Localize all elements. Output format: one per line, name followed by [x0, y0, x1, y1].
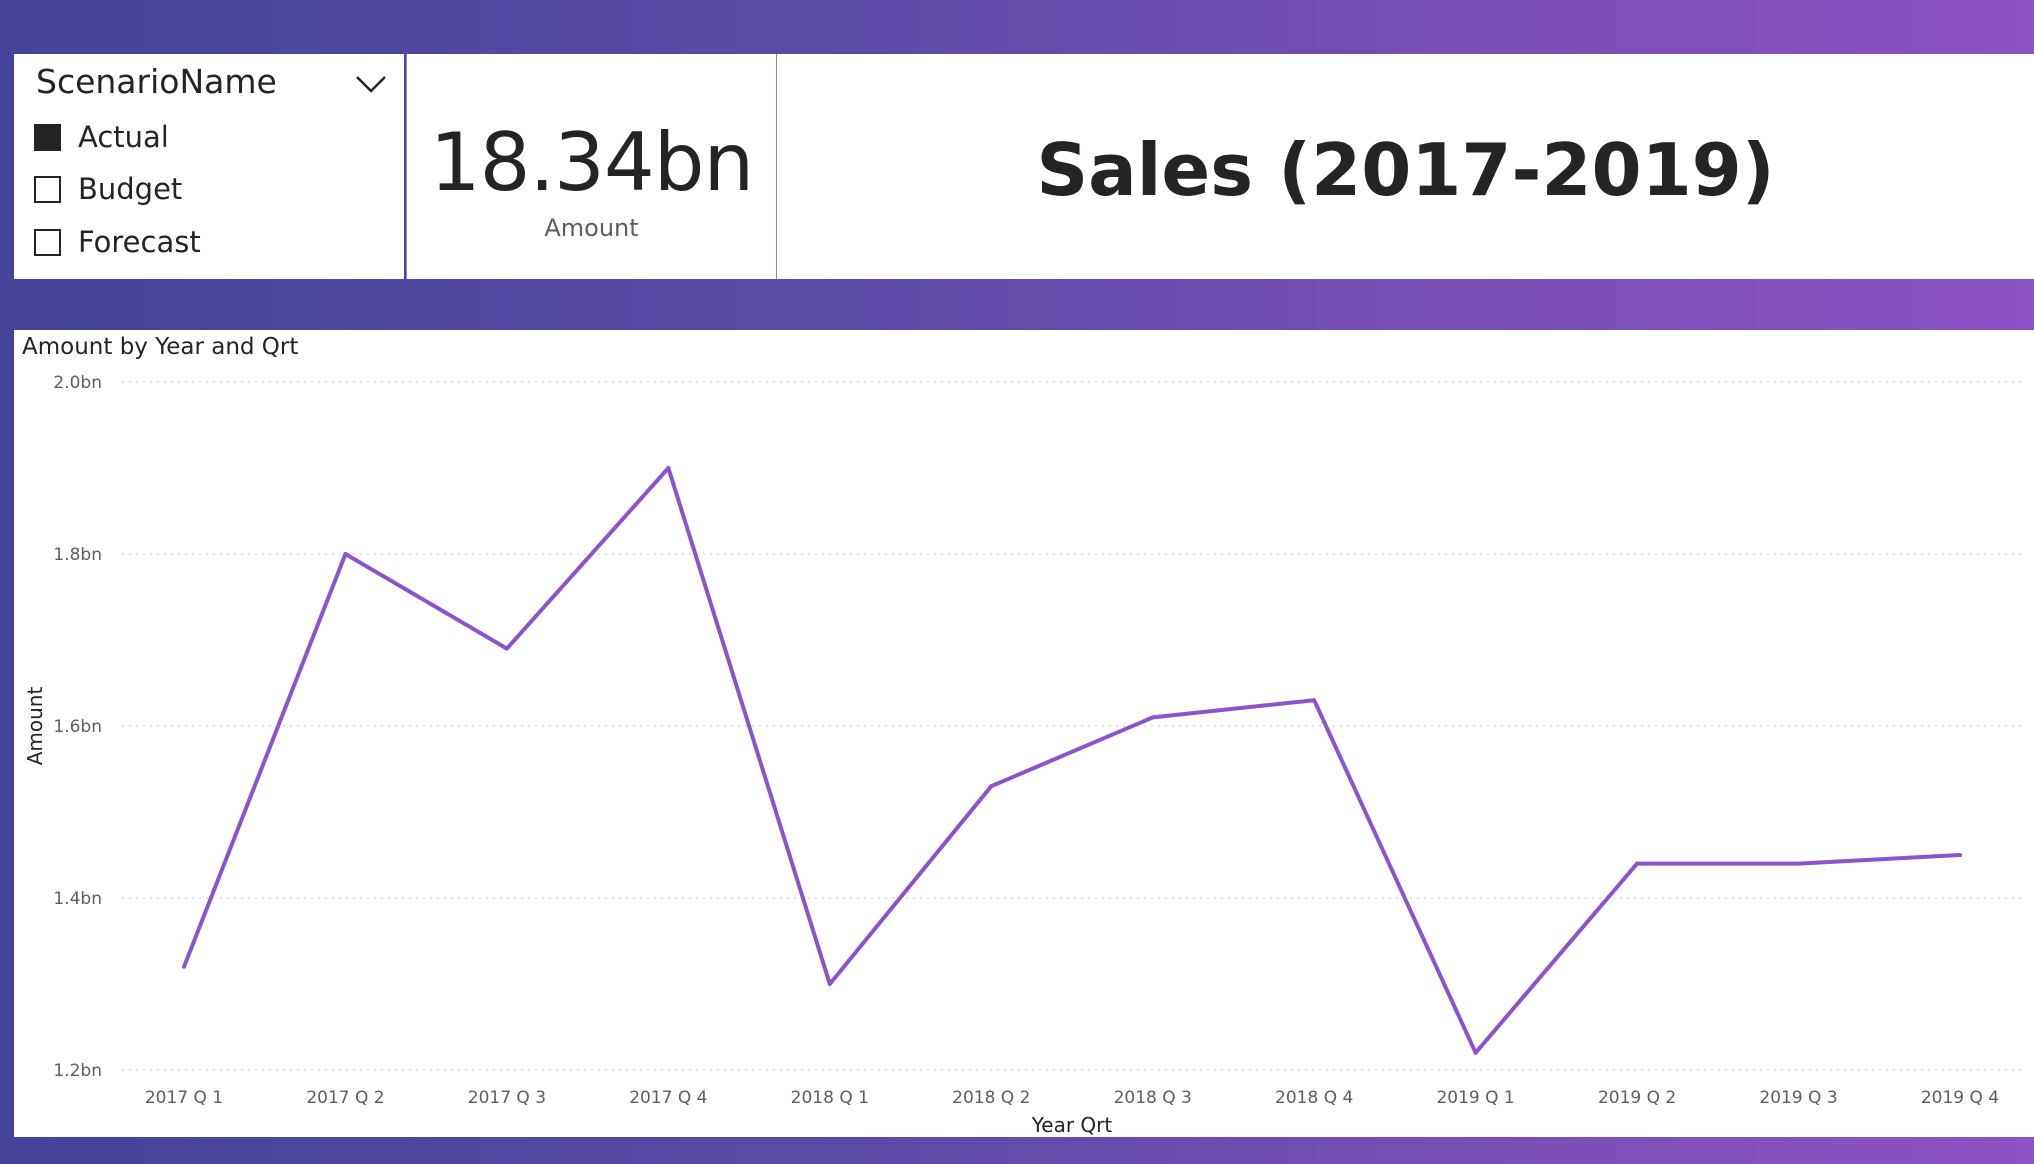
data-point[interactable] — [1150, 715, 1155, 720]
page-title: Sales (2017-2019) — [1036, 128, 1775, 212]
data-point[interactable] — [343, 552, 348, 556]
chart-title: Amount by Year and Qrt — [22, 334, 299, 360]
data-point[interactable] — [989, 784, 994, 789]
line-chart: 1.2bn 1.4bn 1.6bn 1.8bn 2.0bn 2017 Q 1 2017 Q… — [23, 373, 2024, 1137]
data-point[interactable] — [1958, 853, 1962, 857]
x-tick-label: 2018 Q 1 — [791, 1088, 869, 1108]
data-point[interactable] — [504, 646, 509, 651]
chevron-down-icon[interactable] — [354, 72, 388, 96]
slicer-item-label: Budget — [78, 172, 183, 206]
slicer-item-label: Actual — [78, 120, 169, 154]
x-tick-label: 2017 Q 4 — [629, 1088, 707, 1108]
checkbox-unchecked[interactable] — [34, 228, 61, 256]
y-tick-label: 1.6bn — [53, 717, 102, 737]
data-point[interactable] — [827, 982, 832, 986]
x-tick-label: 2019 Q 2 — [1598, 1088, 1676, 1108]
x-tick-label: 2017 Q 2 — [306, 1088, 384, 1108]
x-tick-label: 2018 Q 2 — [952, 1088, 1030, 1108]
x-tick-label: 2019 Q 3 — [1759, 1088, 1837, 1108]
card-value: 18.34bn — [429, 116, 755, 209]
checkbox-unchecked[interactable] — [34, 175, 61, 203]
data-point[interactable] — [1796, 861, 1801, 866]
checkbox-checked[interactable] — [34, 123, 61, 151]
y-tick-label: 2.0bn — [53, 373, 102, 393]
y-tick-label: 1.8bn — [53, 545, 102, 565]
data-point[interactable] — [666, 466, 671, 470]
x-tick-label: 2018 Q 4 — [1275, 1088, 1353, 1108]
slicer-item-actual[interactable]: Actual — [34, 116, 169, 158]
slicer-item-label: Forecast — [78, 225, 201, 259]
y-tick-label: 1.2bn — [53, 1061, 102, 1081]
data-point[interactable] — [182, 964, 186, 969]
data-point[interactable] — [1312, 698, 1317, 703]
series-line — [182, 466, 1961, 1055]
slicer-item-budget[interactable]: Budget — [34, 168, 182, 210]
amount-card: 18.34bn Amount — [406, 54, 777, 279]
x-axis-title: Year Qrt — [1031, 1113, 1113, 1137]
x-tick-label: 2019 Q 1 — [1436, 1088, 1514, 1108]
x-tick-label: 2018 Q 3 — [1114, 1088, 1192, 1108]
scenario-slicer: ScenarioName Actual Budget Forecast — [14, 54, 404, 279]
card-label: Amount — [544, 214, 639, 242]
x-tick-label: 2017 Q 1 — [145, 1088, 223, 1108]
title-panel: Sales (2017-2019) — [777, 54, 2034, 279]
y-tick-label: 1.4bn — [53, 889, 102, 909]
data-point[interactable] — [1473, 1050, 1478, 1055]
slicer-item-forecast[interactable]: Forecast — [34, 221, 201, 263]
x-tick-label: 2019 Q 4 — [1921, 1088, 1999, 1108]
data-point[interactable] — [1635, 861, 1640, 866]
y-axis-title: Amount — [23, 687, 47, 766]
line-chart-panel: 1.2bn 1.4bn 1.6bn 1.8bn 2.0bn 2017 Q 1 2017 Q… — [14, 330, 2034, 1137]
x-tick-label: 2017 Q 3 — [468, 1088, 546, 1108]
slicer-title: ScenarioName — [36, 62, 277, 101]
